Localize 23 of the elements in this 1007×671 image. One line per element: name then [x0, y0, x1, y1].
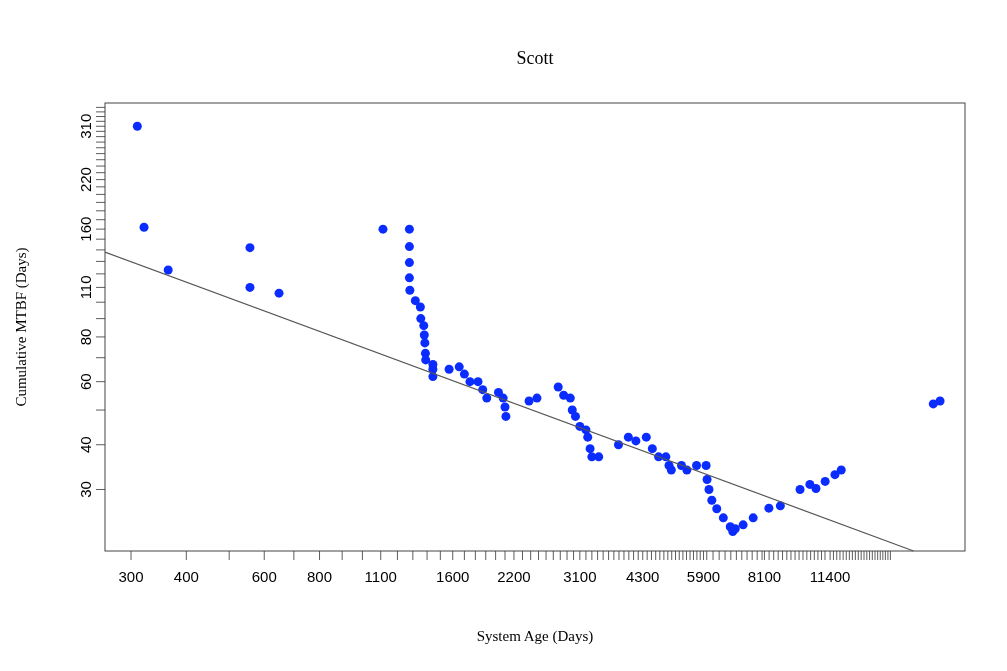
- x-tick-label: 5900: [686, 568, 721, 585]
- x-tick-label: 800: [307, 568, 333, 585]
- y-tick-label: 220: [77, 167, 94, 193]
- x-tick-label: 4300: [626, 568, 660, 585]
- x-tick-label: 400: [173, 568, 199, 585]
- x-tick-label: 1100: [364, 568, 397, 585]
- y-tick-label: 40: [77, 436, 94, 454]
- x-tick-label: 300: [118, 568, 144, 585]
- x-tick-label: 3100: [563, 568, 597, 585]
- y-tick-label: 310: [77, 113, 94, 139]
- x-axis-title: System Age (Days): [476, 628, 594, 645]
- x-tick-label: 2200: [497, 568, 531, 585]
- x-tick-label: 600: [251, 568, 277, 585]
- x-tick-label: 1600: [436, 568, 470, 585]
- y-tick-label: 60: [77, 373, 94, 391]
- y-tick-label: 160: [77, 216, 94, 242]
- y-tick-label: 110: [77, 275, 94, 300]
- y-axis-title: Cumulative MTBF (Days): [13, 247, 30, 407]
- y-tick-label: 30: [77, 481, 94, 498]
- y-tick-label: 80: [77, 328, 94, 346]
- chart-title: Scott: [516, 48, 554, 68]
- x-tick-label: 8100: [747, 568, 782, 585]
- x-tick-label: 11400: [809, 568, 851, 585]
